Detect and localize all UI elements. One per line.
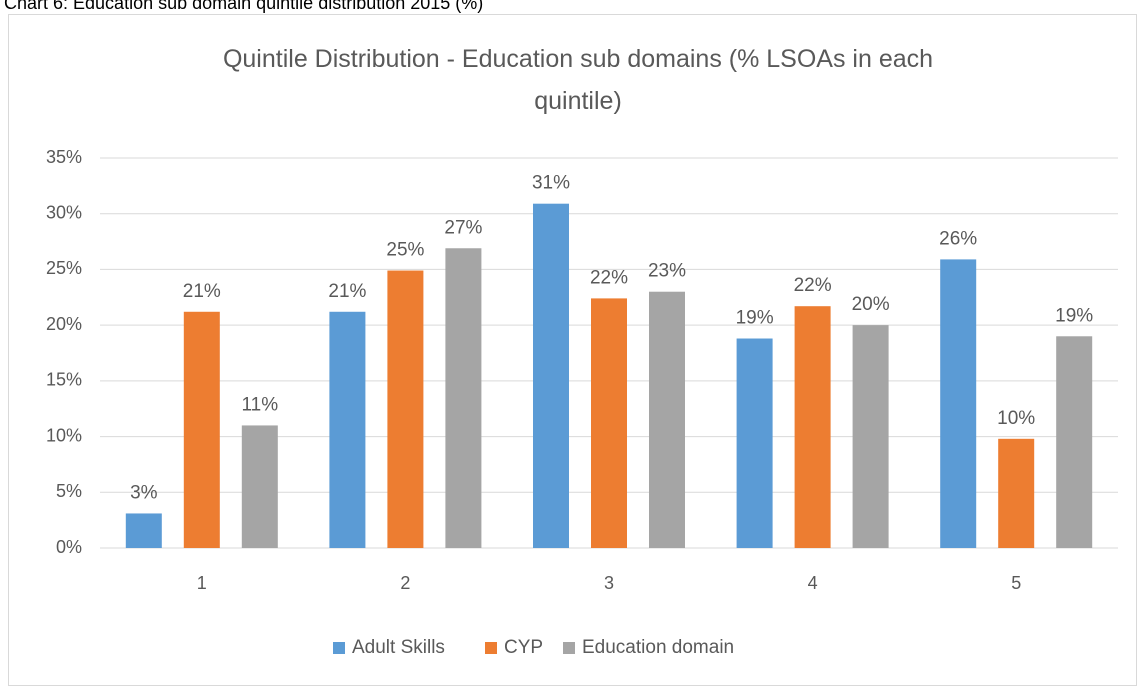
bar — [329, 311, 366, 548]
bar — [794, 306, 831, 548]
legend-label: Education domain — [582, 637, 734, 658]
data-label: 20% — [852, 294, 890, 315]
caption: Chart 6: Education sub domain quintile d… — [4, 0, 483, 13]
bar — [445, 248, 482, 548]
legend-swatch — [333, 642, 345, 654]
data-label: 25% — [386, 240, 424, 261]
bar — [649, 291, 685, 548]
x-tick-label: 1 — [197, 573, 207, 593]
y-tick-label: 5% — [56, 481, 82, 501]
data-label: 31% — [532, 173, 570, 194]
bar — [852, 325, 889, 548]
data-label: 19% — [736, 308, 774, 329]
bar — [1056, 336, 1093, 548]
bar — [736, 338, 773, 548]
bar — [241, 425, 278, 548]
data-label: 11% — [241, 394, 278, 415]
bar — [533, 203, 569, 548]
x-tick-label: 3 — [604, 573, 614, 593]
data-label: 26% — [939, 228, 977, 249]
bar — [125, 513, 162, 548]
x-tick-label: 5 — [1011, 573, 1021, 593]
bar — [591, 298, 627, 548]
bar — [940, 259, 977, 548]
legend-swatch — [563, 642, 575, 654]
data-label: 10% — [997, 408, 1035, 429]
legend-label: CYP — [504, 637, 543, 658]
y-tick-label: 25% — [46, 258, 82, 278]
data-label: 22% — [794, 275, 832, 296]
data-label: 3% — [130, 482, 158, 503]
y-tick-label: 0% — [56, 537, 82, 557]
data-label: 22% — [590, 267, 628, 288]
bar — [387, 270, 424, 548]
y-tick-label: 15% — [46, 370, 82, 390]
legend-label: Adult Skills — [352, 637, 445, 658]
x-tick-label: 4 — [808, 573, 818, 593]
chart-title: Quintile Distribution - Education sub do… — [223, 45, 933, 115]
y-tick-label: 10% — [46, 425, 82, 445]
y-tick-label: 20% — [46, 314, 82, 334]
y-tick-label: 30% — [46, 202, 82, 222]
y-tick-label: 35% — [46, 147, 82, 167]
bar — [998, 438, 1035, 548]
legend-swatch — [485, 642, 497, 654]
bar — [183, 311, 220, 548]
data-label: 23% — [648, 261, 686, 282]
data-label: 27% — [444, 217, 482, 238]
data-label: 19% — [1055, 305, 1093, 326]
data-label: 21% — [328, 281, 366, 302]
data-label: 21% — [183, 281, 221, 302]
x-tick-label: 2 — [400, 573, 410, 593]
